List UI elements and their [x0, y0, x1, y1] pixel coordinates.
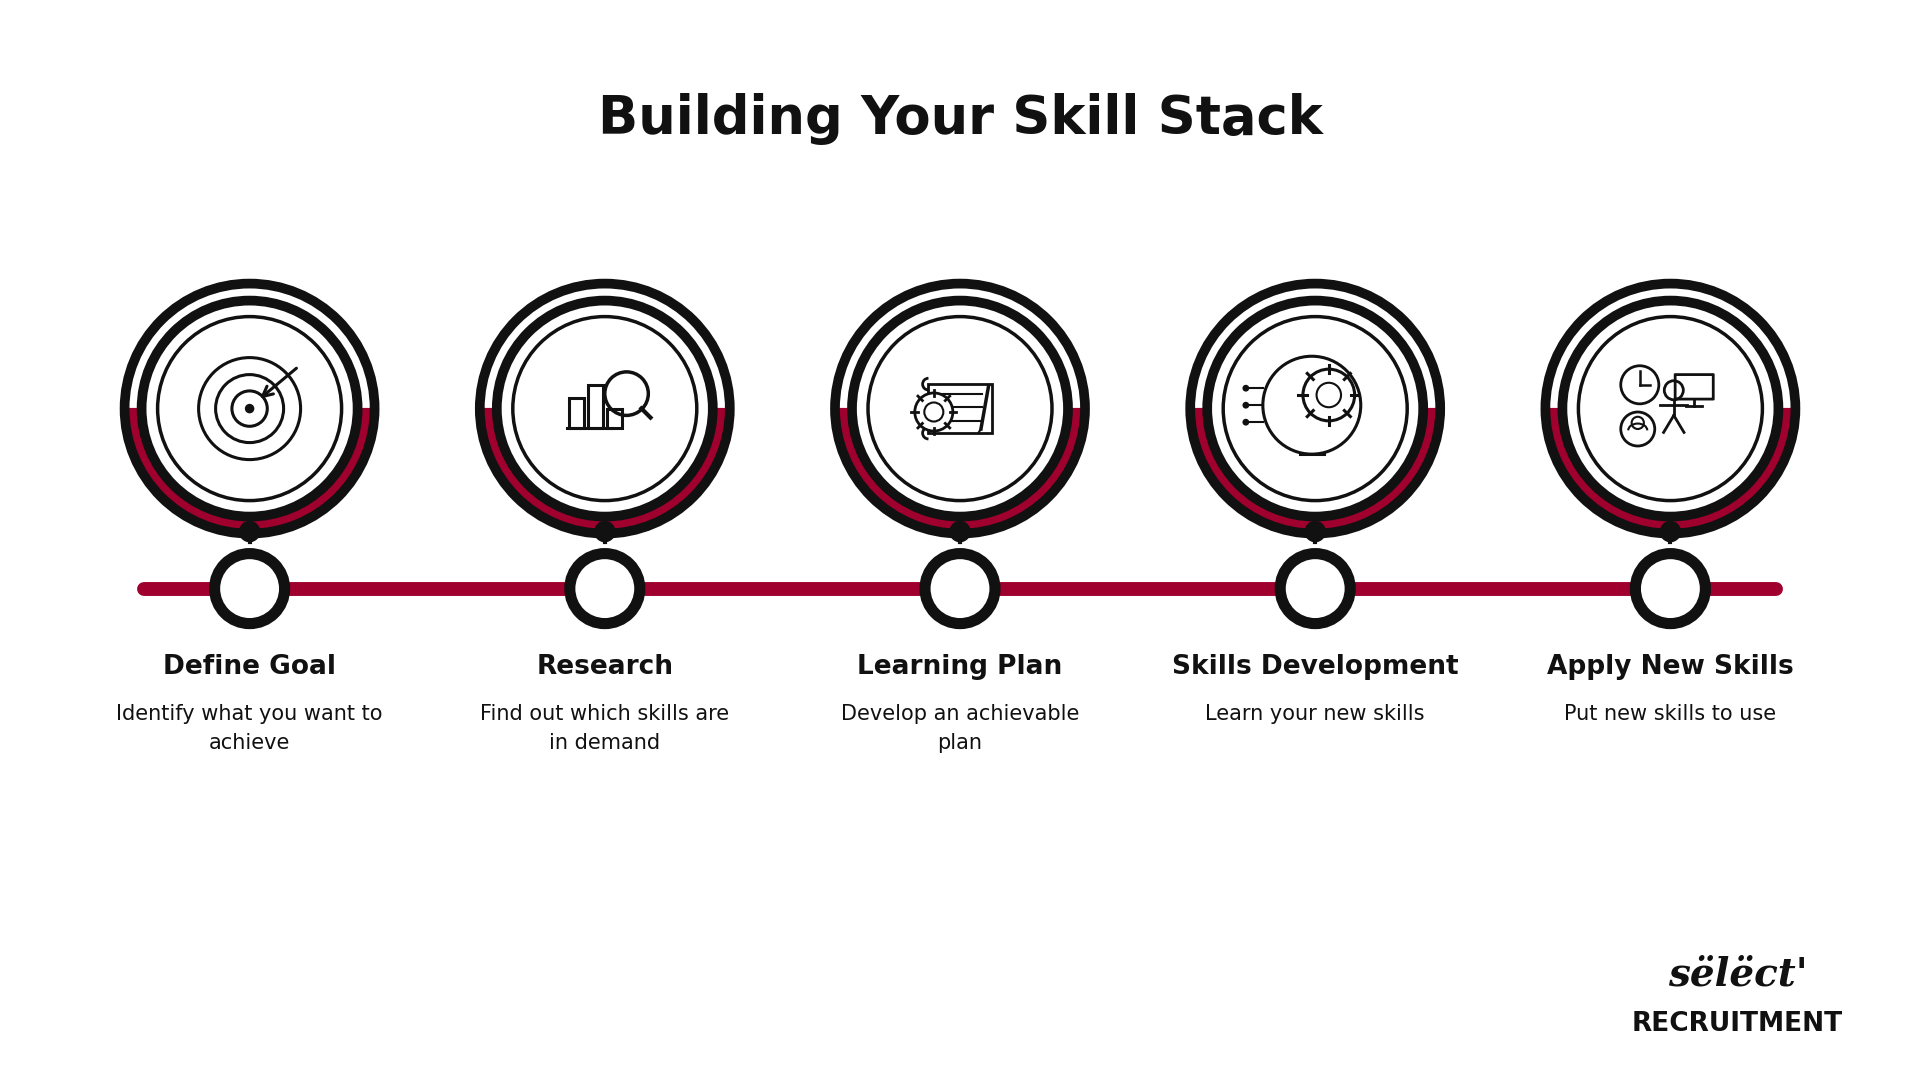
Circle shape: [950, 522, 970, 541]
Circle shape: [925, 554, 995, 623]
Circle shape: [1306, 522, 1325, 541]
Circle shape: [1208, 300, 1423, 516]
Circle shape: [914, 393, 952, 431]
Polygon shape: [1546, 408, 1795, 534]
Bar: [607, 408, 622, 428]
Bar: [588, 386, 603, 428]
Circle shape: [1563, 300, 1778, 516]
Circle shape: [497, 300, 712, 516]
Polygon shape: [1190, 408, 1440, 534]
Circle shape: [1242, 419, 1250, 426]
Text: Building Your Skill Stack: Building Your Skill Stack: [597, 93, 1323, 145]
Circle shape: [215, 554, 284, 623]
Circle shape: [1636, 554, 1705, 623]
Text: Define Goal: Define Goal: [163, 653, 336, 679]
Circle shape: [1242, 402, 1250, 408]
Text: sëlëct': sëlëct': [1668, 955, 1807, 994]
Text: Learning Plan: Learning Plan: [858, 653, 1062, 679]
Circle shape: [240, 522, 259, 541]
Text: Put new skills to use: Put new skills to use: [1565, 703, 1776, 724]
Text: RECRUITMENT: RECRUITMENT: [1632, 1011, 1843, 1037]
Circle shape: [142, 300, 357, 516]
Circle shape: [246, 404, 253, 414]
Circle shape: [595, 522, 614, 541]
Text: Identify what you want to
achieve: Identify what you want to achieve: [117, 703, 382, 753]
Polygon shape: [480, 408, 730, 534]
Circle shape: [1661, 522, 1680, 541]
Circle shape: [1281, 554, 1350, 623]
Text: Find out which skills are
in demand: Find out which skills are in demand: [480, 703, 730, 753]
Text: Skills Development: Skills Development: [1171, 653, 1459, 679]
Text: Learn your new skills: Learn your new skills: [1206, 703, 1425, 724]
Bar: [568, 397, 584, 428]
Polygon shape: [125, 408, 374, 534]
Text: Develop an achievable
plan: Develop an achievable plan: [841, 703, 1079, 753]
Text: Apply New Skills: Apply New Skills: [1548, 653, 1793, 679]
Text: Research: Research: [536, 653, 674, 679]
Circle shape: [570, 554, 639, 623]
Circle shape: [1304, 369, 1356, 421]
Circle shape: [1242, 384, 1250, 392]
Polygon shape: [835, 408, 1085, 534]
Circle shape: [852, 300, 1068, 516]
